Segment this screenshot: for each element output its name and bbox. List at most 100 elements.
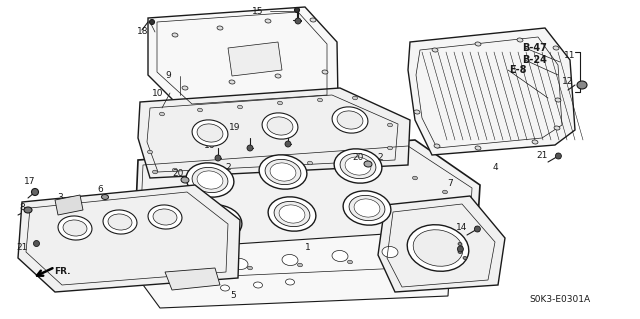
Polygon shape [138, 232, 450, 308]
Ellipse shape [159, 112, 164, 116]
Ellipse shape [353, 158, 358, 162]
Text: 19: 19 [229, 123, 241, 132]
Ellipse shape [186, 163, 234, 197]
Ellipse shape [413, 176, 417, 180]
Ellipse shape [332, 107, 368, 133]
Ellipse shape [458, 250, 462, 254]
Ellipse shape [265, 19, 271, 23]
Ellipse shape [194, 205, 242, 239]
Text: 2: 2 [377, 152, 383, 161]
Polygon shape [18, 185, 240, 292]
Ellipse shape [63, 220, 87, 236]
Ellipse shape [458, 242, 462, 246]
Text: 17: 17 [24, 177, 36, 187]
Text: S0K3-E0301A: S0K3-E0301A [529, 295, 591, 305]
Ellipse shape [434, 144, 440, 148]
Ellipse shape [103, 210, 137, 234]
Ellipse shape [262, 113, 298, 139]
Text: 13: 13 [275, 125, 285, 135]
Ellipse shape [340, 153, 376, 179]
Ellipse shape [349, 195, 385, 221]
Ellipse shape [432, 48, 438, 52]
Ellipse shape [345, 157, 371, 175]
Ellipse shape [397, 256, 403, 260]
Text: 5: 5 [230, 291, 236, 300]
Polygon shape [55, 195, 83, 215]
Ellipse shape [102, 195, 109, 199]
Ellipse shape [148, 205, 182, 229]
Ellipse shape [150, 19, 154, 25]
Ellipse shape [275, 74, 281, 78]
Ellipse shape [215, 155, 221, 161]
Ellipse shape [205, 213, 231, 231]
Text: 12: 12 [563, 78, 573, 86]
Ellipse shape [458, 246, 463, 252]
Ellipse shape [475, 146, 481, 150]
Ellipse shape [337, 111, 363, 129]
Ellipse shape [24, 207, 32, 213]
Ellipse shape [438, 238, 442, 242]
Ellipse shape [190, 261, 210, 275]
Text: 1: 1 [305, 243, 311, 253]
Ellipse shape [152, 170, 157, 174]
Ellipse shape [285, 141, 291, 147]
Ellipse shape [407, 225, 468, 271]
Polygon shape [408, 28, 575, 155]
Ellipse shape [253, 282, 262, 288]
Ellipse shape [332, 250, 348, 262]
Ellipse shape [270, 163, 296, 181]
Polygon shape [378, 196, 505, 292]
Text: 6: 6 [97, 184, 103, 194]
Ellipse shape [259, 155, 307, 189]
Ellipse shape [198, 108, 202, 112]
Ellipse shape [197, 171, 223, 189]
Text: 18: 18 [137, 27, 148, 36]
Ellipse shape [31, 189, 38, 196]
Ellipse shape [262, 164, 268, 168]
Text: 2: 2 [225, 164, 231, 173]
Ellipse shape [307, 161, 312, 165]
Ellipse shape [163, 198, 168, 202]
Ellipse shape [554, 126, 560, 130]
Ellipse shape [33, 241, 40, 247]
Text: 20: 20 [172, 168, 184, 177]
Ellipse shape [229, 80, 235, 84]
Ellipse shape [553, 46, 559, 50]
Ellipse shape [532, 140, 538, 144]
Ellipse shape [322, 70, 328, 74]
Ellipse shape [334, 149, 382, 183]
Text: 14: 14 [456, 222, 468, 232]
Ellipse shape [247, 145, 253, 151]
Ellipse shape [556, 153, 561, 159]
Ellipse shape [197, 124, 223, 142]
Text: 10: 10 [152, 88, 164, 98]
Text: FR.: FR. [54, 268, 70, 277]
Text: 21: 21 [536, 151, 548, 160]
Ellipse shape [367, 166, 372, 170]
Ellipse shape [294, 8, 300, 12]
Ellipse shape [442, 190, 447, 194]
Ellipse shape [282, 255, 298, 265]
Ellipse shape [364, 161, 372, 167]
Ellipse shape [218, 166, 223, 170]
Text: 21: 21 [16, 242, 28, 251]
Ellipse shape [295, 18, 301, 24]
Text: 3: 3 [57, 192, 63, 202]
Text: 14: 14 [442, 243, 454, 253]
Ellipse shape [452, 213, 458, 217]
Ellipse shape [248, 266, 253, 270]
Ellipse shape [348, 260, 353, 264]
Ellipse shape [181, 177, 189, 183]
Text: 11: 11 [564, 50, 576, 60]
Polygon shape [228, 42, 282, 76]
Ellipse shape [343, 191, 391, 225]
Ellipse shape [353, 96, 358, 100]
Text: 8: 8 [19, 203, 25, 211]
Ellipse shape [173, 168, 177, 172]
Ellipse shape [58, 216, 92, 240]
Ellipse shape [163, 226, 168, 230]
Ellipse shape [463, 256, 467, 260]
Ellipse shape [108, 214, 132, 230]
Ellipse shape [153, 209, 177, 225]
Ellipse shape [267, 117, 293, 135]
